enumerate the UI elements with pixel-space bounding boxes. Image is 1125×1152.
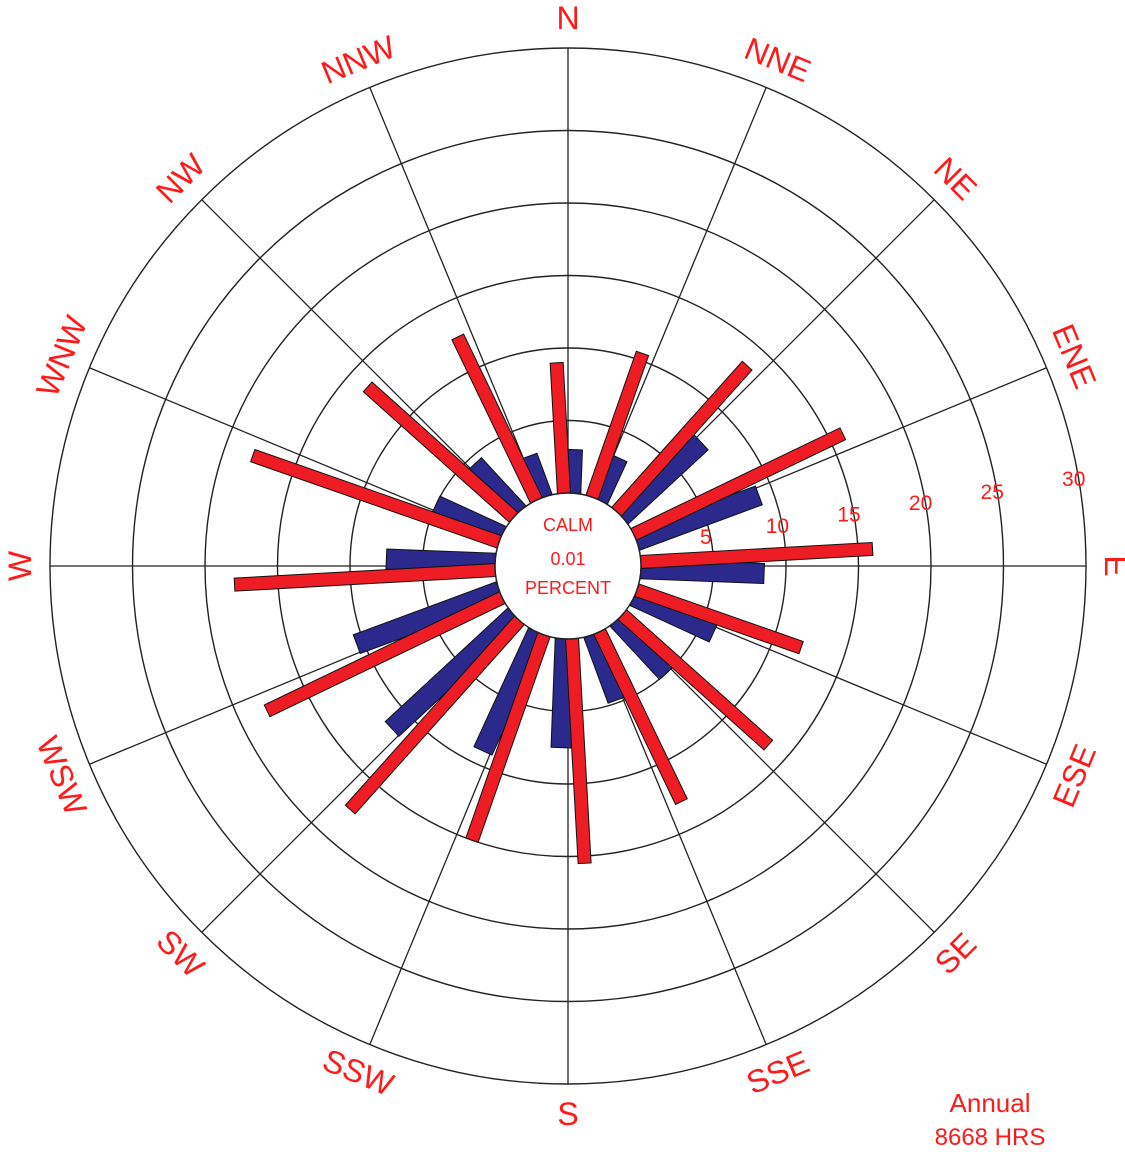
calm-label: CALM: [543, 515, 593, 535]
direction-label-n: N: [556, 0, 579, 36]
direction-label-ese: ESE: [1045, 739, 1103, 812]
direction-label-wsw: WSW: [29, 731, 94, 821]
calm-value: 0.01: [550, 549, 585, 569]
series-2-bars: [233, 333, 874, 865]
grid-spoke: [595, 87, 767, 499]
annual-label: Annual: [950, 1088, 1031, 1118]
series-2-bar-s: [565, 637, 592, 865]
radial-tick-label: 15: [837, 503, 860, 526]
grid-spoke: [595, 633, 767, 1045]
grid-spoke: [619, 617, 935, 933]
calm-unit: PERCENT: [525, 578, 611, 598]
radial-tick-label: 10: [766, 515, 789, 538]
direction-label-wnw: WNW: [29, 310, 95, 402]
grid-spoke: [89, 367, 501, 539]
radial-tick-label: 25: [981, 481, 1004, 504]
radial-tick-label: 20: [909, 492, 932, 515]
series-2-bar-w: [233, 563, 497, 592]
radial-tick-label: 30: [1062, 468, 1085, 491]
radial-tick-labels: 5 10 15 20 25 30: [700, 468, 1085, 549]
direction-label-e: E: [1098, 555, 1125, 576]
direction-label-w: W: [2, 550, 38, 581]
direction-label-ene: ENE: [1045, 319, 1103, 394]
grid-spoke: [369, 87, 541, 499]
direction-label-nnw: NNW: [316, 28, 401, 91]
radial-tick-label: 5: [700, 526, 712, 549]
direction-label-se: SE: [928, 926, 984, 982]
direction-label-s: S: [557, 1096, 578, 1132]
direction-label-sse: SSE: [741, 1043, 814, 1101]
grid-spoke: [201, 199, 517, 515]
direction-label-nne: NNE: [740, 30, 816, 89]
direction-label-ne: NE: [927, 150, 984, 207]
hours-label: 8668 HRS: [935, 1124, 1046, 1151]
calm-circle: [494, 492, 642, 640]
